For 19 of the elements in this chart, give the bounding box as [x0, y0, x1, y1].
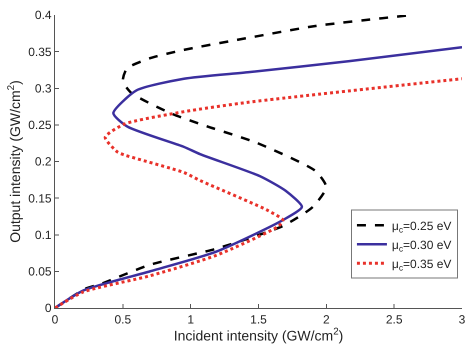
y-tick-label: 0.05 — [28, 264, 52, 279]
y-tick-label: 0.15 — [28, 191, 52, 206]
x-axis-title: Incident intensity (GW/cm$^{2}$) — [174, 326, 344, 344]
y-tick-label: 0.35 — [28, 44, 52, 59]
y-tick-label: 0.25 — [28, 118, 52, 132]
x-tick-label: 1 — [187, 312, 194, 326]
x-tick-label: 0.5 — [114, 312, 132, 326]
x-tick-label: 2.5 — [386, 312, 403, 326]
y-tick-label: 0.3 — [34, 81, 52, 96]
x-tick-label: 1.5 — [250, 312, 268, 326]
legend-label: μ$_{c}$=0.25 eV — [392, 218, 452, 234]
legend-label: μ$_{c}$=0.30 eV — [392, 238, 452, 254]
y-tick-label: 0.1 — [34, 228, 52, 242]
y-tick-label: 0.4 — [34, 8, 52, 22]
x-tick-label: 3 — [458, 312, 466, 326]
y-tick-label: 0.2 — [34, 154, 52, 169]
legend-label: μ$_{c}$=0.35 eV — [392, 256, 452, 272]
y-tick-label: 0 — [44, 301, 52, 316]
x-tick-label: 2 — [322, 312, 330, 326]
